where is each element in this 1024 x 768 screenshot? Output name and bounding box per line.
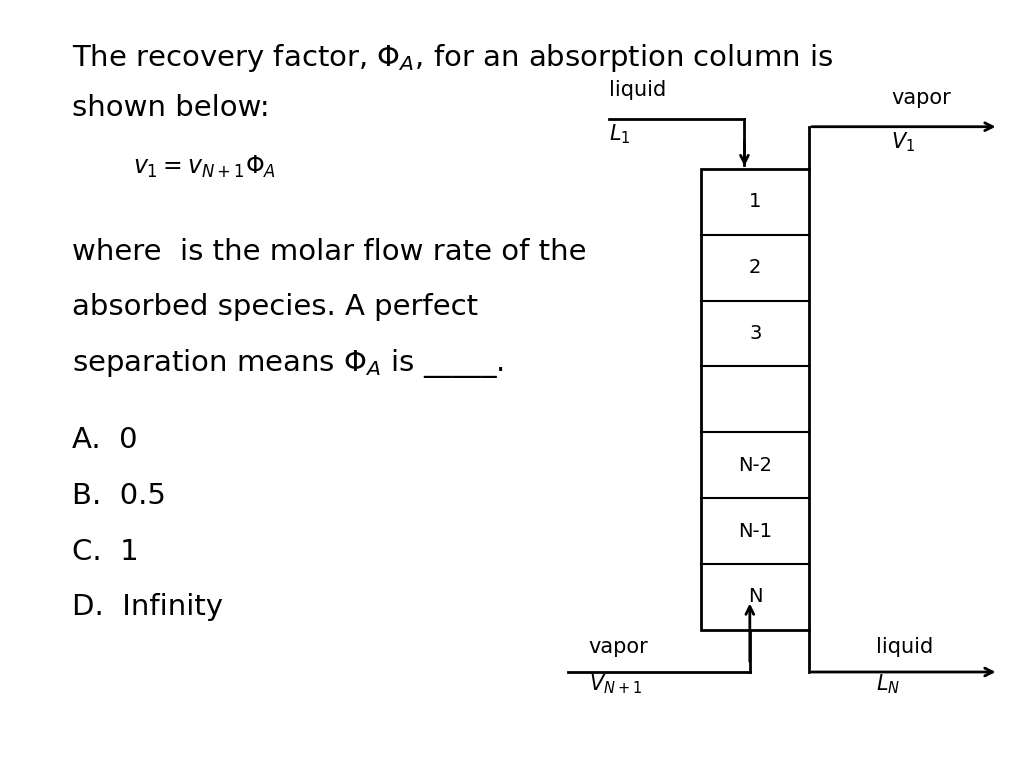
Text: $v_1 = v_{N+1}\Phi_A$: $v_1 = v_{N+1}\Phi_A$: [133, 154, 276, 180]
Text: shown below:: shown below:: [72, 94, 269, 121]
Text: 3: 3: [749, 324, 762, 343]
Text: 1: 1: [749, 192, 762, 211]
Text: absorbed species. A perfect: absorbed species. A perfect: [72, 293, 478, 321]
Text: The recovery factor, $\Phi_A$, for an absorption column is: The recovery factor, $\Phi_A$, for an ab…: [72, 42, 834, 74]
Bar: [701, 169, 809, 630]
Text: D.  Infinity: D. Infinity: [72, 593, 223, 621]
Text: B.  0.5: B. 0.5: [72, 482, 166, 510]
Text: vapor: vapor: [589, 637, 648, 657]
Text: C.  1: C. 1: [72, 538, 138, 565]
Text: liquid: liquid: [876, 637, 933, 657]
Text: A.  0: A. 0: [72, 426, 137, 454]
Text: vapor: vapor: [891, 88, 950, 108]
Text: $L_1$: $L_1$: [609, 123, 631, 147]
Text: 2: 2: [749, 258, 762, 277]
Text: $V_{N+1}$: $V_{N+1}$: [589, 672, 642, 696]
Text: N: N: [748, 588, 763, 607]
Text: $L_N$: $L_N$: [876, 672, 900, 696]
Text: N-1: N-1: [738, 521, 772, 541]
Text: N-2: N-2: [738, 455, 772, 475]
Text: $V_1$: $V_1$: [891, 131, 915, 154]
Text: where  is the molar flow rate of the: where is the molar flow rate of the: [72, 238, 586, 266]
Text: separation means $\Phi_A$ is _____.: separation means $\Phi_A$ is _____.: [72, 347, 504, 380]
Text: liquid: liquid: [609, 80, 667, 100]
